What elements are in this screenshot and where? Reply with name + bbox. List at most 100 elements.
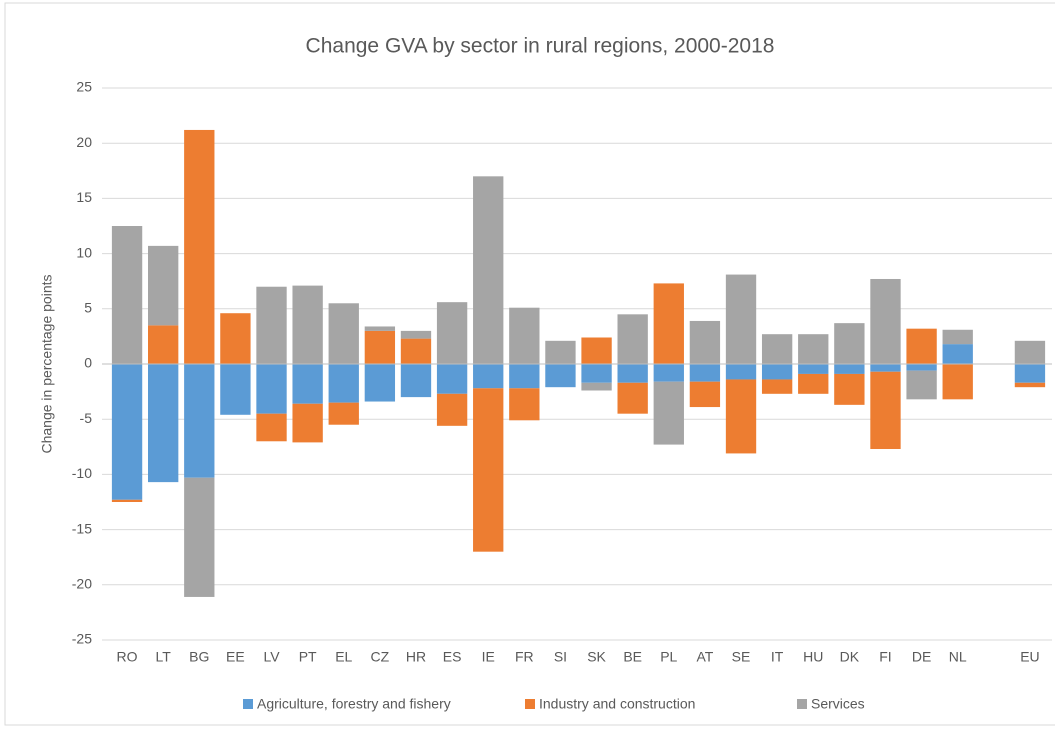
x-tick-label: SE xyxy=(732,649,751,665)
bar-segment xyxy=(256,413,287,442)
x-tick-label: AT xyxy=(696,649,713,665)
x-tick-label: ES xyxy=(443,649,462,665)
bar-segment xyxy=(834,373,865,405)
bar-segment xyxy=(509,364,540,389)
x-tick-label: SK xyxy=(587,649,606,665)
bar-segment xyxy=(436,393,468,426)
x-tick-label: EU xyxy=(1020,649,1039,665)
y-tick-label: -15 xyxy=(72,520,92,536)
x-tick-label: HR xyxy=(406,649,426,665)
bar-segment xyxy=(617,382,648,414)
bar-segment xyxy=(906,370,937,400)
bar-segment xyxy=(184,364,215,478)
bar-segment xyxy=(545,364,576,388)
x-tick-label: PT xyxy=(299,649,317,665)
bar-segment xyxy=(292,364,323,404)
x-tick-label: IT xyxy=(771,649,784,665)
y-tick-label: 5 xyxy=(84,300,92,316)
legend-label: Industry and construction xyxy=(539,696,695,712)
x-tick-label: IE xyxy=(482,649,495,665)
bar-segment xyxy=(364,330,396,364)
x-tick-label: BG xyxy=(189,649,209,665)
legend-swatch xyxy=(525,699,535,709)
x-tick-label: NL xyxy=(949,649,967,665)
bar-segment xyxy=(220,313,251,364)
bar-segment xyxy=(725,274,757,364)
chart-title: Change GVA by sector in rural regions, 2… xyxy=(306,35,775,58)
bar-segment xyxy=(653,283,684,364)
bar-segment xyxy=(111,364,143,500)
bar-segment xyxy=(906,364,937,371)
y-tick-label: 0 xyxy=(84,355,92,371)
x-tick-label: LV xyxy=(263,649,280,665)
legend-label: Services xyxy=(811,696,865,712)
x-tick-label: FR xyxy=(515,649,534,665)
bar-segment xyxy=(400,364,432,398)
bar-segment xyxy=(798,334,829,364)
bar-segment xyxy=(653,364,684,382)
y-axis-label: Change in percentage points xyxy=(39,274,55,453)
legend-label: Agriculture, forestry and fishery xyxy=(257,696,451,712)
chart-border xyxy=(4,2,1055,726)
bar-segment xyxy=(725,364,757,380)
x-tick-label: FI xyxy=(879,649,891,665)
bar-segment xyxy=(292,403,323,443)
x-tick-label: HU xyxy=(803,649,823,665)
bar-segment xyxy=(364,364,396,402)
y-tick-label: -25 xyxy=(72,631,92,647)
bar-segment xyxy=(220,364,251,415)
bar-segment xyxy=(148,245,179,326)
bar-segment xyxy=(617,364,648,383)
bar-segment xyxy=(689,364,721,382)
bar-segment xyxy=(942,329,973,345)
x-tick-label: DE xyxy=(912,649,931,665)
bar-segment xyxy=(689,320,721,364)
y-tick-label: 10 xyxy=(76,244,92,260)
bar-segment xyxy=(761,364,793,380)
bar-segment xyxy=(292,285,323,364)
bar-segment xyxy=(436,302,468,364)
bar-segment xyxy=(761,334,793,364)
bar-segment xyxy=(942,364,973,400)
x-tick-label: BE xyxy=(623,649,642,665)
bar-segment xyxy=(148,364,179,483)
bar-segment xyxy=(436,364,468,394)
bar-segment xyxy=(689,381,721,408)
bar-segment xyxy=(798,364,829,374)
bar-segment xyxy=(942,344,973,364)
bar-segment xyxy=(256,286,287,364)
x-tick-label: EL xyxy=(335,649,352,665)
bar-segment xyxy=(870,278,901,364)
y-tick-label: 20 xyxy=(76,134,92,150)
y-tick-label: 15 xyxy=(76,189,92,205)
bar-segment xyxy=(184,129,215,364)
bar-segment xyxy=(473,176,504,364)
bar-segment xyxy=(653,381,684,445)
y-tick-label: -20 xyxy=(72,576,92,592)
bar-segment xyxy=(184,477,215,597)
x-tick-label: DK xyxy=(840,649,860,665)
x-tick-label: CZ xyxy=(371,649,390,665)
legend-swatch xyxy=(243,699,253,709)
bar-segment xyxy=(111,499,143,502)
bar-segment xyxy=(509,307,540,364)
bar-segment xyxy=(725,379,757,454)
bar-segment xyxy=(834,364,865,374)
y-tick-label: 25 xyxy=(76,79,92,95)
bar-segment xyxy=(400,330,432,339)
bar-segment xyxy=(906,328,937,364)
bar-segment xyxy=(1014,364,1046,383)
x-tick-label: RO xyxy=(117,649,138,665)
x-tick-label: EE xyxy=(226,649,245,665)
bar-segment xyxy=(256,364,287,414)
bar-segment xyxy=(761,379,793,394)
bar-segment xyxy=(473,388,504,552)
x-tick-label: PL xyxy=(660,649,677,665)
bar-segment xyxy=(581,337,612,364)
bar-segment xyxy=(581,364,612,383)
bar-segment xyxy=(617,314,648,364)
bar-segment xyxy=(834,323,865,364)
bar-segment xyxy=(148,325,179,364)
bar-segment xyxy=(473,364,504,389)
